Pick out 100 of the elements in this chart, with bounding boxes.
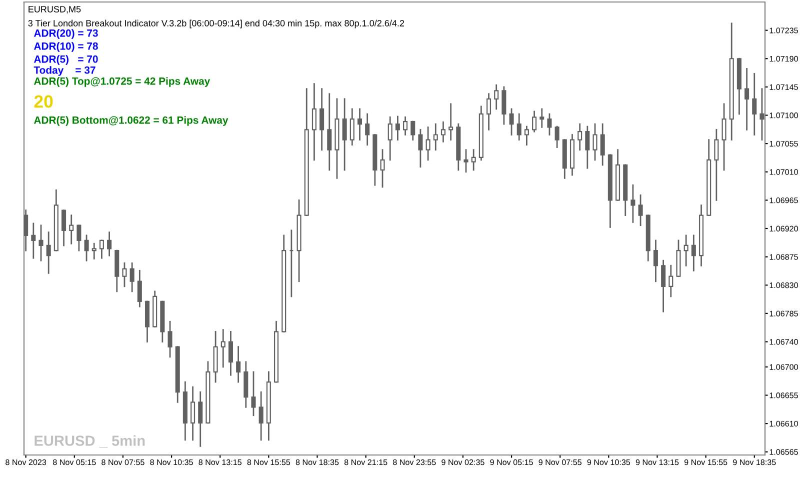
candlestick — [426, 126, 430, 161]
candlestick — [395, 116, 400, 140]
annotation: 20 — [34, 95, 53, 108]
candlestick — [24, 210, 28, 252]
candlestick — [342, 98, 347, 171]
candlestick — [418, 129, 423, 168]
candlestick — [251, 371, 256, 416]
candlestick — [69, 214, 74, 244]
candlestick — [516, 113, 522, 140]
y-tick-label: 1.06920 — [770, 226, 798, 232]
y-tick-label: 1.06785 — [770, 310, 798, 316]
candlestick — [320, 88, 324, 151]
x-tick-label: 9 Nov 10:35 — [587, 459, 630, 466]
x-tick-label: 8 Nov 05:15 — [53, 459, 96, 466]
candlestick — [547, 113, 552, 136]
candlestick — [357, 108, 362, 140]
y-tick-label: 1.07100 — [770, 112, 798, 118]
y-tick-label: 1.07010 — [770, 169, 798, 175]
x-tick-label: 9 Nov 13:15 — [636, 459, 679, 466]
candlestick — [365, 113, 370, 146]
x-tick-label: 9 Nov 02:35 — [442, 459, 484, 466]
x-tick-label: 8 Nov 10:35 — [150, 459, 193, 466]
y-tick-label: 1.07190 — [770, 56, 798, 62]
candlestick — [46, 232, 51, 274]
candlestick — [38, 224, 44, 262]
x-tick-label: 8 Nov 2023 — [6, 459, 46, 466]
x-tick-label: 8 Nov 13:15 — [198, 459, 242, 466]
chart-title: EURUSD,M5 — [28, 6, 81, 14]
x-tick-label: 9 Nov 07:55 — [538, 459, 582, 466]
x-tick-label: 9 Nov 05:15 — [490, 459, 533, 466]
candlestick — [99, 240, 104, 259]
candlestick — [236, 346, 241, 383]
candlestick — [168, 320, 172, 358]
candlestick — [653, 240, 658, 282]
annotation: EURUSD _ 5min — [34, 435, 145, 448]
candlestick — [76, 224, 82, 252]
x-tick-label: 8 Nov 07:55 — [102, 459, 144, 466]
y-tick-label: 1.07235 — [770, 28, 798, 34]
candlestick — [258, 391, 264, 441]
candlestick — [600, 123, 605, 166]
x-tick-label: 9 Nov 15:55 — [684, 459, 728, 466]
candlestick — [190, 386, 196, 441]
candlestick — [433, 123, 438, 151]
candlestick — [220, 329, 226, 368]
candlestick — [744, 68, 750, 130]
candlestick — [592, 123, 598, 161]
candlestick — [350, 108, 354, 146]
candlestick — [327, 93, 332, 171]
candlestick — [31, 222, 36, 259]
x-tick-label: 8 Nov 21:15 — [344, 459, 388, 466]
y-tick-label: 1.06830 — [770, 282, 798, 288]
candlestick — [502, 86, 506, 125]
y-tick-label: 1.07145 — [770, 84, 798, 90]
x-tick-label: 8 Nov 23:55 — [393, 459, 436, 466]
y-tick-label: 1.06610 — [770, 420, 798, 427]
candlestick — [62, 210, 66, 246]
candlestick — [554, 126, 560, 148]
candlestick — [661, 260, 666, 312]
candlestick — [532, 110, 537, 132]
candlestick — [638, 194, 643, 226]
candlestick — [578, 123, 582, 151]
y-tick-label: 1.06875 — [770, 254, 798, 260]
candlestick — [464, 149, 468, 173]
candlestick — [722, 103, 726, 171]
candlestick — [92, 242, 96, 260]
candlestick — [312, 83, 316, 161]
candlestick — [130, 262, 134, 292]
candlestick — [630, 184, 636, 223]
y-tick-label: 1.07055 — [770, 140, 798, 147]
candlestick — [524, 126, 529, 146]
candlestick — [691, 234, 696, 272]
candlestick — [509, 108, 514, 136]
annotation: ADR(5) = 70 — [34, 55, 98, 65]
candlestick — [448, 103, 454, 140]
annotation: Today = 37 — [34, 66, 96, 76]
candlestick — [198, 391, 203, 447]
candlestick — [380, 149, 385, 188]
candlestick — [585, 126, 590, 169]
candlestick — [714, 129, 719, 201]
candlestick — [388, 116, 392, 161]
candlestick — [440, 121, 446, 142]
annotation: ADR(20) = 73 — [34, 29, 98, 39]
candlestick — [84, 234, 89, 262]
candlestick — [228, 330, 233, 376]
x-tick-label: 9 Nov 18:35 — [733, 459, 776, 466]
annotation: ADR(5) Bottom@1.0622 = 61 Pips Away — [34, 116, 228, 126]
candlestick — [410, 120, 416, 140]
y-tick-label: 1.06700 — [770, 364, 798, 370]
x-tick-label: 8 Nov 15:55 — [247, 459, 290, 466]
candlestick — [540, 108, 544, 128]
x-tick-label: 8 Nov 18:35 — [296, 459, 339, 466]
y-tick-label: 1.06565 — [770, 449, 798, 455]
y-tick-label: 1.06965 — [770, 197, 798, 204]
annotation: ADR(5) Top@1.0725 = 42 Pips Away — [34, 77, 210, 87]
candlestick — [403, 116, 408, 136]
candlestick — [494, 84, 499, 110]
candlestick — [752, 73, 757, 136]
candlestick — [137, 270, 142, 308]
annotation: ADR(10) = 78 — [34, 42, 98, 52]
text: 3 Tier London Breakout Indicator V.3.2b [06:00-09:14] end 04:30 min 15p. max 80p.1.0/2.6/4.2 — [28, 20, 404, 28]
